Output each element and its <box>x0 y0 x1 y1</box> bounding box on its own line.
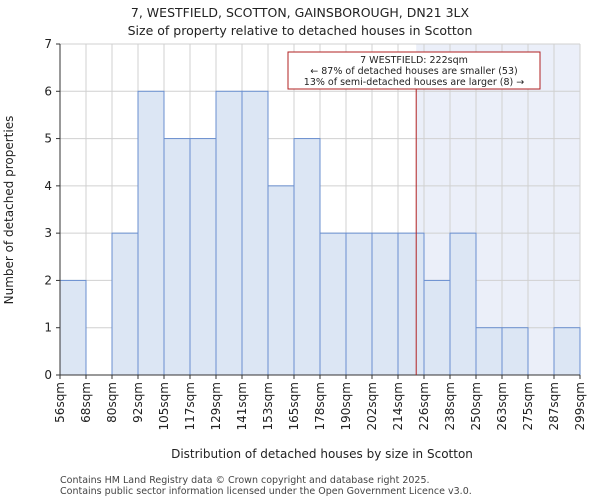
annotation-frame <box>287 51 541 90</box>
y-tick-label: 1 <box>44 321 52 335</box>
x-tick-label: 129sqm <box>209 382 223 430</box>
footer-line-2: Contains public sector information licen… <box>60 486 472 497</box>
chart-title: 7, WESTFIELD, SCOTTON, GAINSBOROUGH, DN2… <box>131 5 470 20</box>
histogram-bar <box>137 90 165 376</box>
x-tick-label: 238sqm <box>443 382 457 430</box>
annotation-line-3: 13% of semi-detached houses are larger (… <box>304 77 524 88</box>
x-tick-label: 178sqm <box>313 382 327 430</box>
y-tick-label: 7 <box>44 37 52 51</box>
histogram-bar <box>163 138 191 376</box>
annotation-line-1: 7 WESTFIELD: 222sqm <box>360 55 468 66</box>
histogram-bar <box>241 90 269 376</box>
histogram-bar <box>345 232 373 376</box>
y-tick-label: 4 <box>44 179 52 193</box>
histogram-bar <box>215 90 243 376</box>
x-tick-label: 250sqm <box>469 382 483 430</box>
y-tick-label: 6 <box>44 84 52 98</box>
x-axis-label: Distribution of detached houses by size … <box>171 447 473 461</box>
histogram-bar <box>319 232 347 376</box>
histogram-bar <box>501 327 529 376</box>
x-tick-label: 226sqm <box>417 382 431 430</box>
footer-line-1: Contains HM Land Registry data © Crown c… <box>60 475 430 486</box>
y-axis-label: Number of detached properties <box>2 116 16 305</box>
y-tick-label: 0 <box>44 368 52 382</box>
x-tick-label: 275sqm <box>521 382 535 430</box>
x-tick-label: 56sqm <box>53 382 67 423</box>
x-tick-label: 263sqm <box>495 382 509 430</box>
histogram-bar <box>111 232 139 376</box>
histogram-bar <box>449 232 477 376</box>
x-tick-label: 117sqm <box>183 382 197 430</box>
histogram-bar <box>267 185 295 376</box>
x-tick-label: 105sqm <box>157 382 171 430</box>
y-tick-label: 5 <box>44 132 52 146</box>
x-tick-label: 92sqm <box>131 382 145 423</box>
x-tick-label: 202sqm <box>365 382 379 430</box>
x-tick-label: 165sqm <box>287 382 301 430</box>
histogram-bar <box>553 327 581 376</box>
x-tick-label: 68sqm <box>79 382 93 423</box>
histogram-bar <box>371 232 399 376</box>
annotation-box: 7 WESTFIELD: 222sqm ← 87% of detached ho… <box>287 51 541 90</box>
y-tick-label: 3 <box>44 226 52 240</box>
x-tick-label: 190sqm <box>339 382 353 430</box>
annotation-line-2: ← 87% of detached houses are smaller (53… <box>310 66 517 77</box>
x-tick-label: 299sqm <box>573 382 587 430</box>
chart-subtitle: Size of property relative to detached ho… <box>128 23 473 38</box>
x-tick-label: 287sqm <box>547 382 561 430</box>
histogram-bar <box>189 138 217 376</box>
x-tick-label: 214sqm <box>391 382 405 430</box>
x-tick-label: 153sqm <box>261 382 275 430</box>
x-tick-label: 80sqm <box>105 382 119 423</box>
histogram-bar <box>293 138 321 376</box>
y-tick-label: 2 <box>44 273 52 287</box>
histogram-bar <box>475 327 503 376</box>
histogram-bar <box>423 279 451 376</box>
histogram-bar <box>59 279 87 376</box>
histogram-bar <box>397 232 425 376</box>
x-tick-label: 141sqm <box>235 382 249 430</box>
